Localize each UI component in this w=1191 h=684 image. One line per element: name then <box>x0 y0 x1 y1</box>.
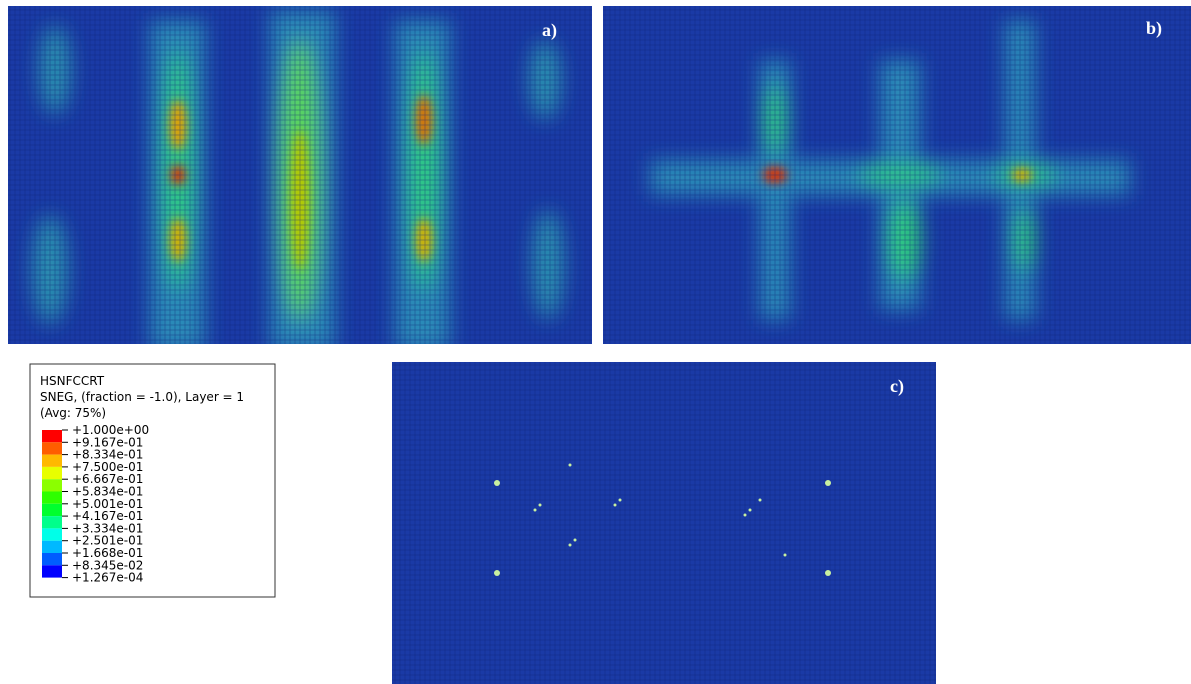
legend-swatch <box>42 540 62 553</box>
legend-swatch <box>42 516 62 529</box>
panel-a <box>8 6 592 344</box>
panel-b <box>603 6 1191 344</box>
legend-label: +1.668e-01 <box>72 546 143 560</box>
legend-label: +9.167e-01 <box>72 435 143 449</box>
legend-swatch <box>42 479 62 492</box>
panel-label: a) <box>542 20 557 41</box>
legend-label: +6.667e-01 <box>72 472 143 486</box>
panel-c <box>392 362 936 684</box>
legend-label: +7.500e-01 <box>72 460 143 474</box>
legend-swatch <box>42 454 62 467</box>
legend-swatch <box>42 503 62 517</box>
legend-swatch <box>42 565 62 578</box>
panel-label: b) <box>1146 18 1162 39</box>
legend-label: +3.334e-01 <box>72 521 143 535</box>
legend-label: +8.334e-01 <box>72 448 143 462</box>
legend-subtitle: SNEG, (fraction = -1.0), Layer = 1 <box>40 390 244 404</box>
legend-label: +5.834e-01 <box>72 485 143 499</box>
legend-label: +1.267e-04 <box>72 571 143 585</box>
legend-swatch <box>42 491 62 504</box>
legend-swatch <box>42 442 62 455</box>
panel-label: c) <box>890 376 904 397</box>
legend-label: +2.501e-01 <box>72 534 143 548</box>
legend-label: +8.345e-02 <box>72 558 143 572</box>
legend-swatch <box>42 553 62 566</box>
legend-note: (Avg: 75%) <box>40 406 106 420</box>
legend-title: HSNFCCRT <box>40 374 105 388</box>
legend-label: +4.167e-01 <box>72 509 143 523</box>
legend-swatch <box>42 466 62 480</box>
legend: HSNFCCRT SNEG, (fraction = -1.0), Layer … <box>29 363 276 598</box>
legend-swatch <box>42 430 62 443</box>
legend-label: +5.001e-01 <box>72 497 143 511</box>
legend-swatch <box>42 528 62 541</box>
legend-label: +1.000e+00 <box>72 423 149 437</box>
